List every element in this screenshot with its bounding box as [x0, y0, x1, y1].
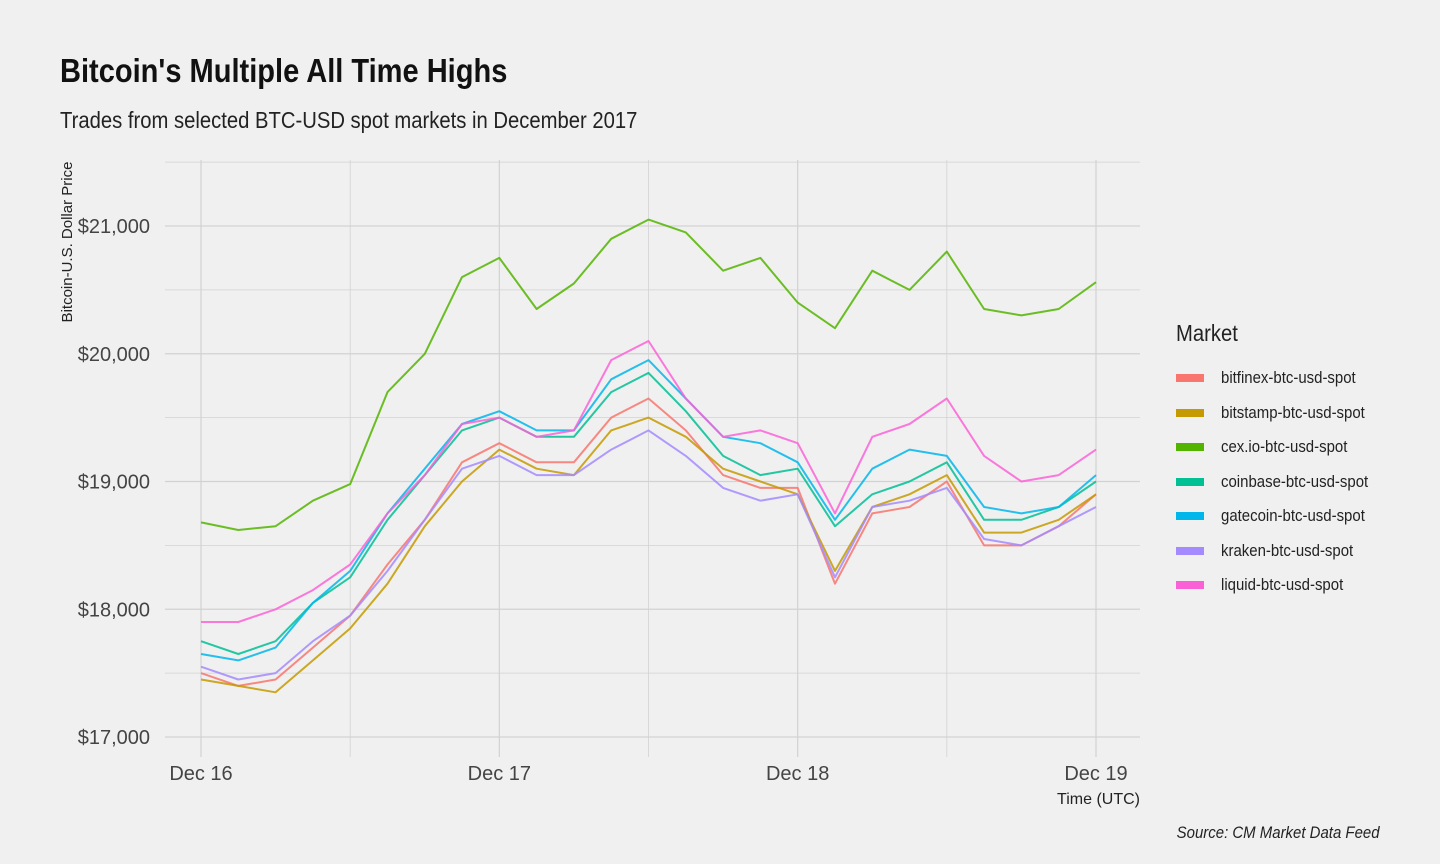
legend-label: gatecoin-btc-usd-spot [1221, 506, 1365, 526]
legend-item: bitstamp-btc-usd-spot [1176, 396, 1388, 431]
x-tick-label: Dec 16 [169, 763, 232, 785]
series-line-gatecoin-btc-usd-spot [200, 359, 1097, 662]
legend-item: cex.io-btc-usd-spot [1176, 430, 1388, 465]
tick-labels: $17,000 $18,000 $19,000 $20,000 $21,000 Dec 1… [78, 216, 1128, 785]
legend-swatch [1176, 546, 1204, 555]
legend-label: kraken-btc-usd-spot [1221, 540, 1354, 560]
y-tick-label: $20,000 [78, 344, 150, 366]
series-line-coinbase-btc-usd-spot [200, 371, 1097, 655]
series-line-kraken-btc-usd-spot [200, 429, 1097, 681]
legend-label: bitfinex-btc-usd-spot [1221, 368, 1356, 388]
legend-swatch [1176, 477, 1204, 486]
source-caption: Source: CM Market Data Feed [1177, 823, 1380, 842]
legend-label: liquid-btc-usd-spot [1221, 575, 1344, 595]
legend-label: cex.io-btc-usd-spot [1221, 437, 1348, 457]
x-axis-label: Time (UTC) [1057, 791, 1140, 808]
series-line-bitstamp-btc-usd-spot [200, 416, 1097, 694]
x-tick-label: Dec 17 [468, 763, 531, 785]
legend-title: Market [1176, 320, 1238, 346]
y-tick-label: $21,000 [78, 216, 150, 238]
y-tick-label: $17,000 [78, 727, 150, 749]
y-tick-label: $18,000 [78, 599, 150, 621]
legend-label: coinbase-btc-usd-spot [1221, 471, 1369, 491]
series-lines [200, 218, 1097, 694]
legend-swatch [1176, 581, 1204, 590]
chart-subtitle: Trades from selected BTC-USD spot market… [60, 107, 638, 133]
series-line-cex.io-btc-usd-spot [200, 218, 1097, 531]
grid [165, 160, 1140, 757]
legend-item: bitfinex-btc-usd-spot [1176, 361, 1388, 396]
x-tick-label: Dec 19 [1064, 763, 1127, 785]
legend: Market bitfinex-btc-usd-spot bitstamp-btc… [1176, 320, 1388, 603]
legend-item: gatecoin-btc-usd-spot [1176, 499, 1388, 534]
legend-item: coinbase-btc-usd-spot [1176, 465, 1388, 500]
legend-swatch [1176, 443, 1204, 452]
legend-swatch [1176, 374, 1204, 383]
series-line-liquid-btc-usd-spot [201, 340, 1097, 623]
y-tick-label: $19,000 [78, 472, 150, 494]
y-axis-label: Bitcoin-U.S. Dollar Price [59, 162, 76, 323]
legend-item: liquid-btc-usd-spot [1176, 568, 1388, 603]
chart-title: Bitcoin's Multiple All Time Highs [60, 52, 508, 89]
x-tick-label: Dec 18 [766, 763, 829, 785]
legend-swatch [1176, 408, 1204, 417]
legend-item: kraken-btc-usd-spot [1176, 534, 1388, 569]
legend-label: bitstamp-btc-usd-spot [1221, 402, 1365, 422]
legend-swatch [1176, 512, 1204, 521]
